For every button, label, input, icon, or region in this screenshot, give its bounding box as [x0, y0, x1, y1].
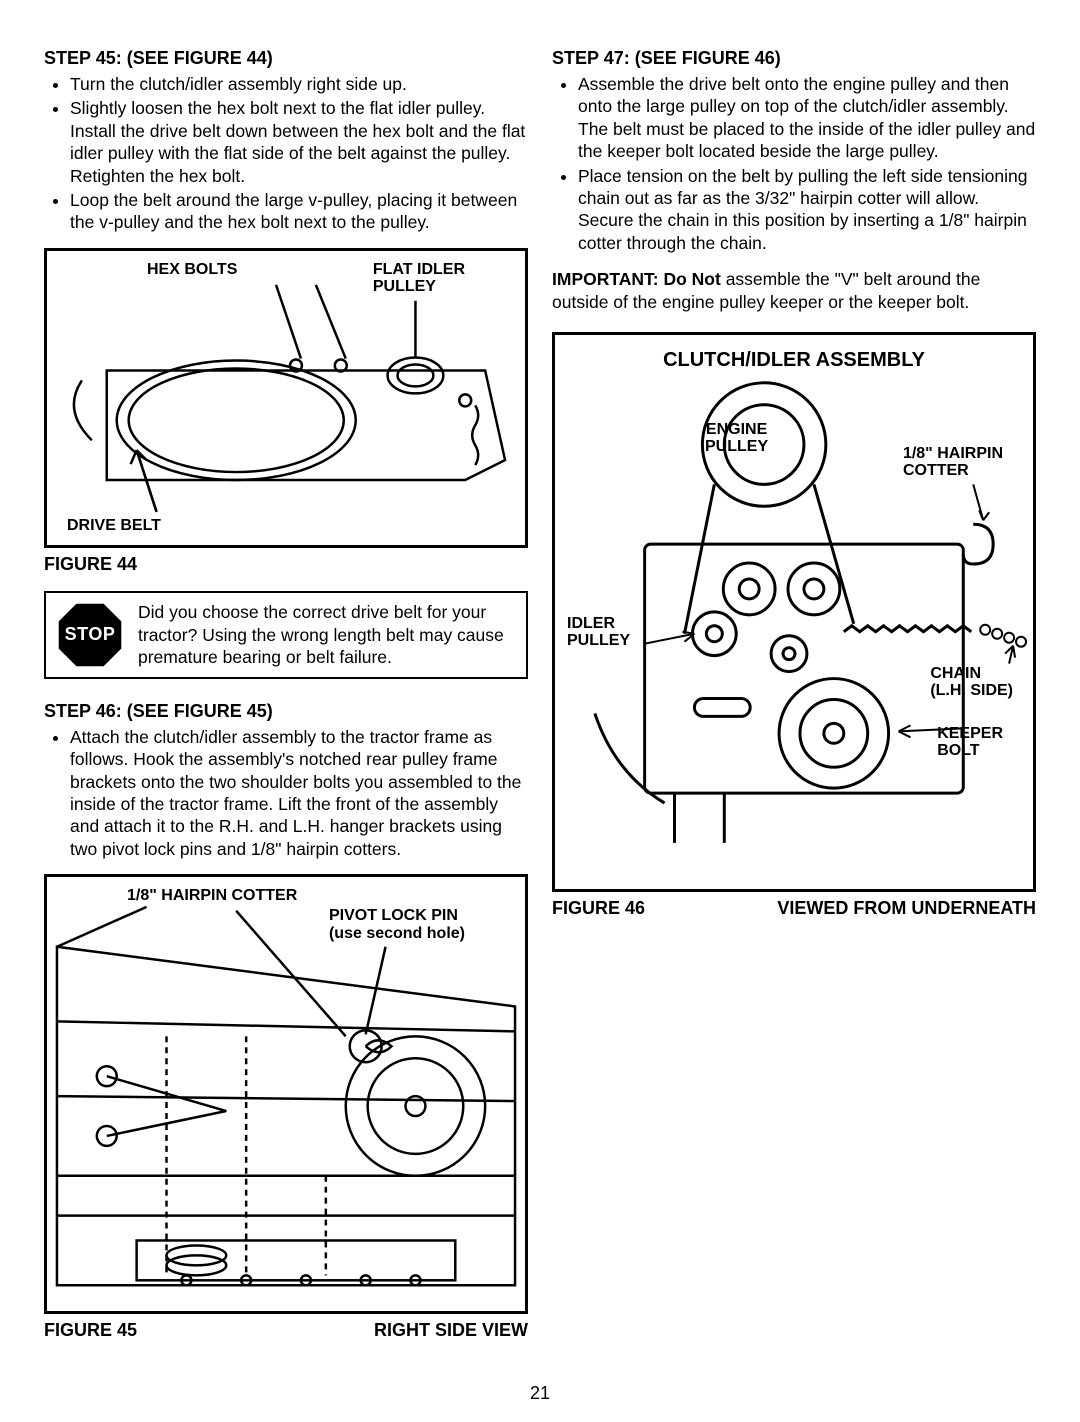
fig46-label-idler: IDLERPULLEY [567, 615, 630, 650]
important-note: IMPORTANT: Do Not assemble the "V" belt … [552, 268, 1036, 314]
step46-bullets: Attach the clutch/idler assembly to the … [44, 726, 528, 860]
step45-bullet: Turn the clutch/idler assembly right sid… [70, 73, 528, 95]
step46-heading: STEP 46: (SEE FIGURE 45) [44, 701, 528, 722]
figure44-box: HEX BOLTS FLAT IDLERPULLEY DRIVE BELT [44, 248, 528, 548]
fig45-label-pivot: PIVOT LOCK PIN (use second hole) [329, 907, 465, 944]
fig46-label-hairpin: 1/8" HAIRPINCOTTER [903, 445, 1003, 480]
right-column: STEP 47: (SEE FIGURE 46) Assemble the dr… [552, 48, 1036, 1357]
figure45-caption-left: FIGURE 45 [44, 1320, 137, 1341]
stop-label: STOP [56, 601, 124, 669]
figure46-caption-right: VIEWED FROM UNDERNEATH [777, 898, 1036, 919]
figure45-box: 1/8" HAIRPIN COTTER PIVOT LOCK PIN (use … [44, 874, 528, 1314]
fig46-idler-text: IDLERPULLEY [567, 615, 630, 650]
figure45-caption-right: RIGHT SIDE VIEW [374, 1320, 528, 1341]
fig46-diagram [555, 335, 1033, 883]
important-lead: IMPORTANT: Do Not [552, 269, 721, 289]
fig44-label-drivebelt: DRIVE BELT [67, 517, 161, 535]
step47-bullets: Assemble the drive belt onto the engine … [552, 73, 1036, 254]
figure46-caption: FIGURE 46 VIEWED FROM UNDERNEATH [552, 898, 1036, 919]
fig46-hairpin-text: 1/8" HAIRPINCOTTER [903, 445, 1003, 480]
figure45-caption: FIGURE 45 RIGHT SIDE VIEW [44, 1320, 528, 1341]
step45-bullet: Slightly loosen the hex bolt next to the… [70, 97, 528, 187]
fig46-chain-text: CHAIN(L.H. SIDE) [930, 665, 1013, 700]
fig45-pivot-b: (use second hole) [329, 925, 465, 942]
stop-icon: STOP [56, 601, 124, 669]
page-number: 21 [0, 1377, 1080, 1422]
figure46-box: CLUTCH/IDLER ASSEMBLY ENGINEPULLEY 1/8" … [552, 332, 1036, 892]
fig45-label-hairpin: 1/8" HAIRPIN COTTER [127, 887, 297, 905]
step45-bullets: Turn the clutch/idler assembly right sid… [44, 73, 528, 234]
step46-bullet: Attach the clutch/idler assembly to the … [70, 726, 528, 860]
step47-bullet: Place tension on the belt by pulling the… [578, 165, 1036, 255]
fig44-label-flatidler-text: FLAT IDLERPULLEY [373, 261, 465, 296]
stop-box: STOP Did you choose the correct drive be… [44, 591, 528, 679]
fig46-title: CLUTCH/IDLER ASSEMBLY [555, 349, 1033, 371]
step45-bullet: Loop the belt around the large v-pulley,… [70, 189, 528, 234]
fig46-label-chain: CHAIN(L.H. SIDE) [930, 665, 1013, 700]
fig44-label-flatidler: FLAT IDLERPULLEY [373, 261, 465, 296]
figure46-caption-left: FIGURE 46 [552, 898, 645, 919]
figure44-caption: FIGURE 44 [44, 554, 528, 575]
step47-bullet: Assemble the drive belt onto the engine … [578, 73, 1036, 163]
fig46-label-keeper: KEEPERBOLT [937, 725, 1003, 760]
stop-text: Did you choose the correct drive belt fo… [138, 601, 516, 668]
step45-heading: STEP 45: (SEE FIGURE 44) [44, 48, 528, 69]
fig46-engine-text: ENGINEPULLEY [705, 421, 768, 456]
fig46-label-engine: ENGINEPULLEY [705, 421, 768, 456]
fig46-keeper-text: KEEPERBOLT [937, 725, 1003, 760]
figure44-caption-text: FIGURE 44 [44, 554, 137, 575]
step47-heading: STEP 47: (SEE FIGURE 46) [552, 48, 1036, 69]
left-column: STEP 45: (SEE FIGURE 44) Turn the clutch… [44, 48, 528, 1357]
fig45-pivot-a: PIVOT LOCK PIN [329, 907, 458, 924]
fig44-label-hexbolts: HEX BOLTS [147, 261, 237, 279]
manual-page: STEP 45: (SEE FIGURE 44) Turn the clutch… [0, 0, 1080, 1377]
